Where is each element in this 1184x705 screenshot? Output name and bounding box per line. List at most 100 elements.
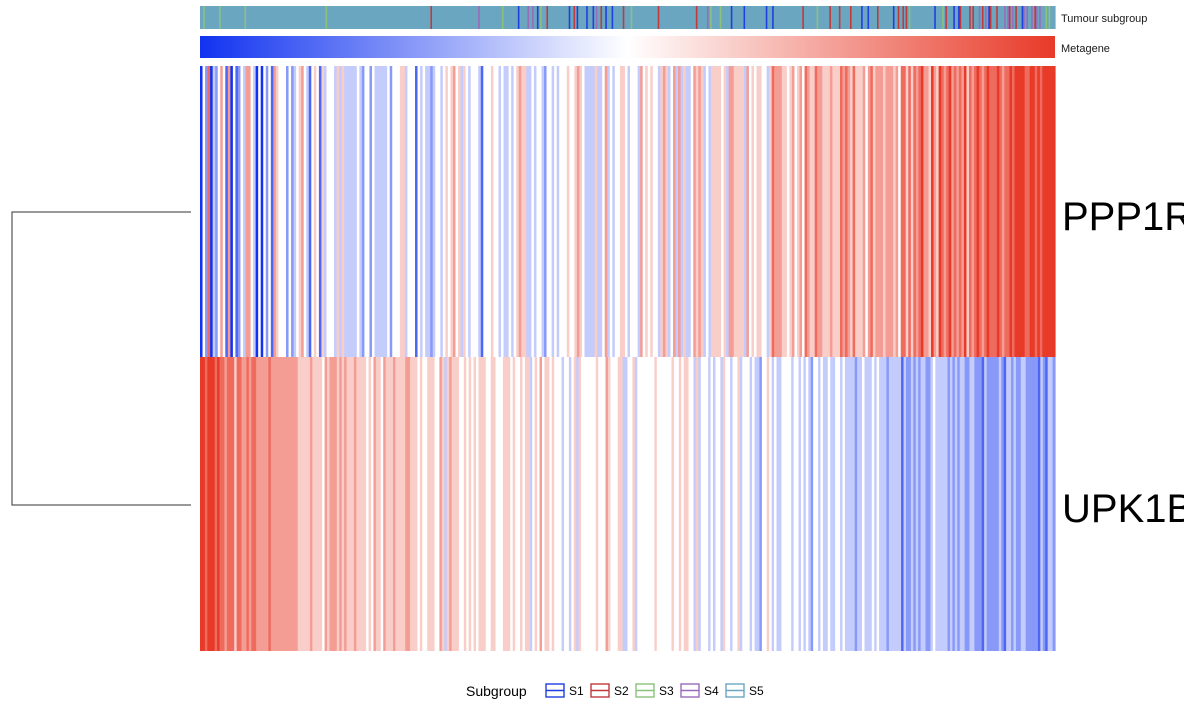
heatmap-cell-ppp1r	[425, 66, 429, 357]
subgroup-cell	[255, 6, 258, 29]
heatmap-cell-upk1b	[268, 357, 272, 651]
heatmap-cell-upk1b	[949, 357, 953, 651]
subgroup-cell	[900, 6, 904, 29]
subgroup-cell	[487, 6, 490, 29]
subgroup-cell	[991, 6, 994, 29]
subgroup-cell	[916, 6, 919, 29]
subgroup-cell	[201, 6, 204, 29]
subgroup-cell	[679, 6, 683, 29]
subgroup-cell	[667, 6, 670, 29]
subgroup-cell	[306, 6, 309, 29]
heatmap-cell-ppp1r	[647, 66, 651, 357]
heatmap-cell-ppp1r	[374, 66, 378, 357]
heatmap-cell-ppp1r	[796, 66, 801, 357]
subgroup-cell	[506, 6, 509, 29]
heatmap-cell-ppp1r	[958, 66, 963, 357]
heatmap-cell-ppp1r	[447, 66, 452, 357]
subgroup-cell	[926, 6, 929, 29]
heatmap-cell-ppp1r	[759, 66, 763, 357]
heatmap-cell-upk1b	[412, 357, 416, 651]
subgroup-cell	[325, 6, 328, 29]
heatmap-cell-upk1b	[290, 357, 294, 651]
heatmap-cell-upk1b	[1045, 357, 1049, 651]
subgroup-cell	[392, 6, 395, 29]
heatmap-cell-ppp1r	[880, 66, 884, 357]
heatmap-cell-upk1b	[625, 357, 629, 651]
heatmap-cell-ppp1r	[417, 66, 421, 357]
heatmap-cell-upk1b	[466, 357, 470, 651]
heatmap-cell-ppp1r	[1027, 66, 1031, 357]
heatmap-cell-ppp1r	[814, 66, 818, 357]
heatmap-cell-ppp1r	[771, 66, 775, 357]
heatmap-cell-ppp1r	[637, 66, 641, 357]
heatmap-cell-upk1b	[781, 357, 785, 651]
subgroup-cell	[913, 6, 916, 29]
subgroup-cell	[827, 6, 830, 29]
subgroup-cell	[385, 6, 389, 29]
subgroup-cell	[859, 6, 862, 29]
subgroup-cell	[503, 6, 506, 29]
subgroup-cell	[822, 6, 826, 29]
heatmap-cell-upk1b	[830, 357, 834, 651]
heatmap-cell-upk1b	[910, 357, 914, 651]
subgroup-cell	[463, 6, 466, 29]
subgroup-cell	[884, 6, 888, 29]
heatmap-cell-ppp1r	[723, 66, 727, 357]
subgroup-cell	[983, 6, 986, 29]
heatmap-cell-upk1b	[378, 357, 382, 651]
subgroup-cell	[281, 6, 284, 29]
subgroup-cell	[420, 6, 424, 29]
subgroup-cell	[598, 6, 602, 29]
heatmap-cell-ppp1r	[941, 66, 945, 357]
heatmap-cell-upk1b	[671, 357, 675, 651]
heatmap-cell-ppp1r	[235, 66, 239, 357]
heatmap-cell-ppp1r	[334, 66, 338, 357]
heatmap-cell-upk1b	[527, 357, 531, 651]
heatmap-cell-upk1b	[942, 357, 946, 651]
subgroup-cell	[1031, 6, 1034, 29]
subgroup-cell	[284, 6, 287, 29]
subgroup-cell	[1034, 6, 1037, 29]
subgroup-cell	[989, 6, 993, 29]
heatmap-cell-upk1b	[849, 357, 853, 651]
subgroup-cell	[799, 6, 802, 29]
heatmap-cell-ppp1r	[387, 66, 391, 357]
heatmap-cell-ppp1r	[1012, 66, 1016, 357]
heatmap-cell-ppp1r	[946, 66, 950, 357]
heatmap-cell-ppp1r	[819, 66, 823, 357]
subgroup-cell	[330, 6, 333, 29]
heatmap-cell-ppp1r	[549, 66, 553, 357]
subgroup-cell	[228, 6, 231, 29]
heatmap-cell-ppp1r	[432, 66, 436, 357]
subgroup-cell	[554, 6, 557, 29]
subgroup-cell	[432, 6, 435, 29]
heatmap-cell-ppp1r	[716, 66, 720, 357]
subgroup-cell	[625, 6, 629, 29]
heatmap-cell-upk1b	[617, 357, 621, 651]
subgroup-cell	[993, 6, 996, 29]
heatmap-cell-upk1b	[432, 357, 436, 651]
subgroup-cell	[873, 6, 877, 29]
subgroup-cell	[789, 6, 792, 29]
heatmap-cell-upk1b	[622, 357, 626, 651]
heatmap-cell-upk1b	[974, 357, 978, 651]
subgroup-cell	[460, 6, 463, 29]
heatmap-cell-upk1b	[940, 357, 944, 651]
subgroup-cell	[840, 6, 843, 29]
heatmap-cell-upk1b	[388, 357, 392, 651]
heatmap-cell-ppp1r	[483, 66, 487, 357]
heatmap-cell-ppp1r	[382, 66, 386, 357]
heatmap-cell-upk1b	[549, 357, 553, 651]
subgroup-cell	[668, 6, 672, 29]
heatmap-cell-upk1b	[598, 357, 602, 651]
subgroup-cell	[675, 6, 678, 29]
heatmap-cell-upk1b	[532, 357, 536, 651]
heatmap-cell-upk1b	[747, 357, 751, 651]
heatmap-cell-ppp1r	[996, 66, 1000, 357]
heatmap-cell-ppp1r	[248, 66, 252, 357]
heatmap-cell-ppp1r	[885, 66, 889, 357]
heatmap-cell-upk1b	[231, 357, 235, 651]
subgroup-cell	[877, 6, 880, 29]
heatmap-cell-upk1b	[317, 357, 321, 651]
heatmap-cell-upk1b	[361, 357, 365, 651]
